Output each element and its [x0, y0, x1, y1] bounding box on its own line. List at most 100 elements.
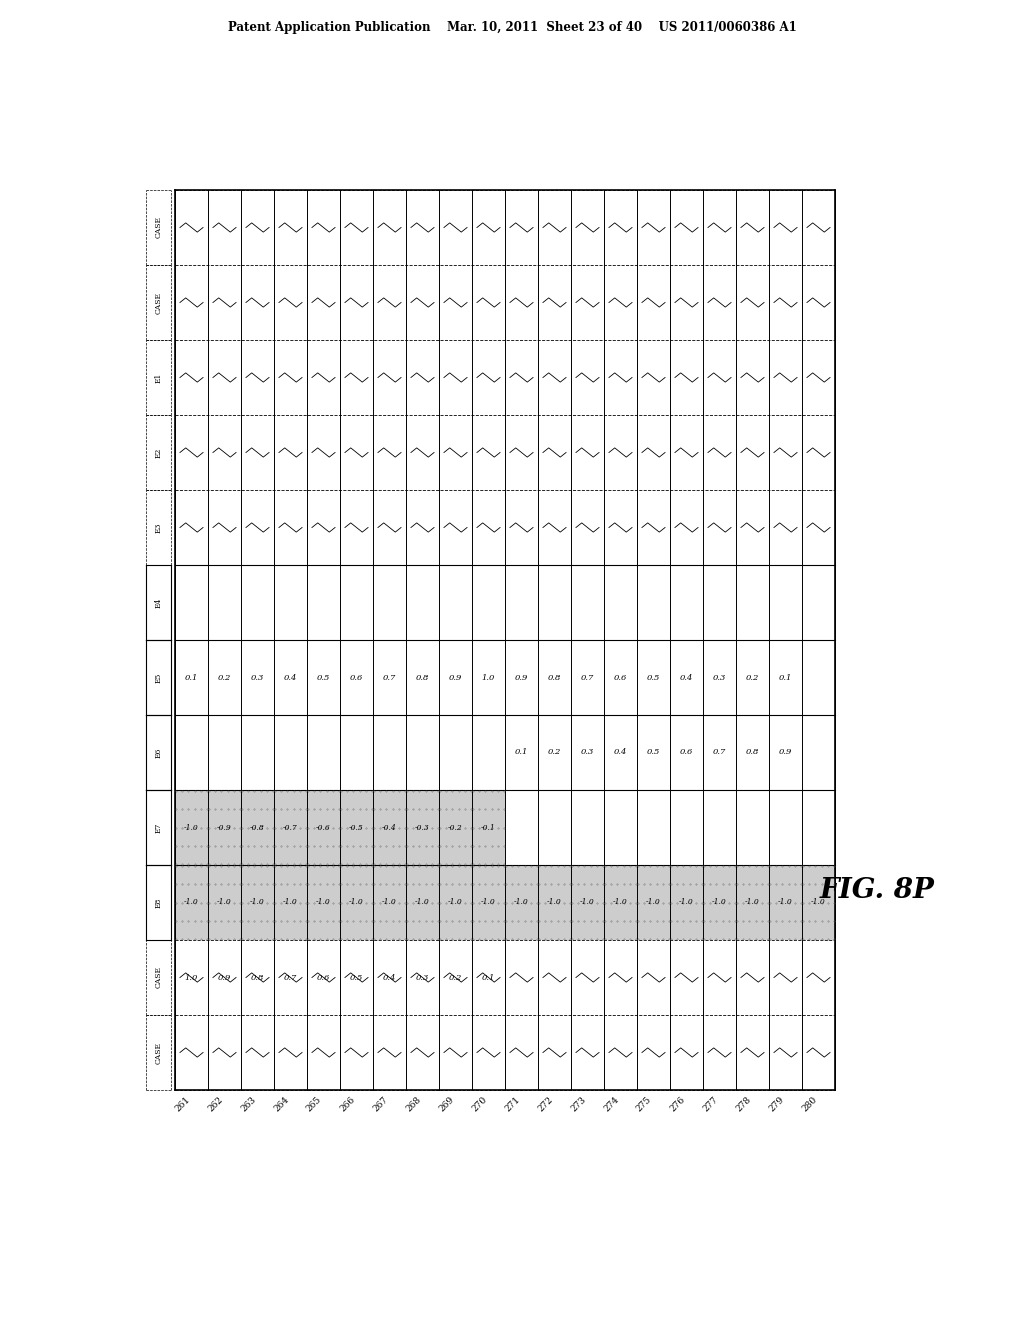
Text: -0.7: -0.7 [283, 824, 298, 832]
Text: E1: E1 [155, 372, 163, 383]
Bar [406, 865, 439, 940]
Bar [208, 865, 241, 940]
Text: E8: E8 [155, 898, 163, 908]
Text: -1.0: -1.0 [415, 899, 430, 907]
Bar [274, 789, 307, 865]
Bar [604, 865, 637, 940]
Text: -1.0: -1.0 [712, 899, 727, 907]
Text: -0.8: -0.8 [250, 824, 265, 832]
Text: 267: 267 [371, 1096, 389, 1114]
Bar [373, 865, 406, 940]
Bar [373, 789, 406, 865]
Text: -1.0: -1.0 [613, 899, 628, 907]
Bar [241, 789, 274, 865]
Bar [538, 865, 571, 940]
Text: -1.0: -1.0 [514, 899, 528, 907]
Text: 0.6: 0.6 [316, 974, 330, 982]
Text: 279: 279 [767, 1096, 785, 1114]
Text: 271: 271 [503, 1096, 521, 1114]
Text: -0.3: -0.3 [415, 824, 430, 832]
Text: 0.9: 0.9 [218, 974, 231, 982]
Bar [406, 789, 439, 865]
Text: -1.0: -1.0 [283, 899, 298, 907]
Text: -0.1: -0.1 [481, 824, 496, 832]
Text: E2: E2 [155, 447, 163, 458]
Text: 0.4: 0.4 [383, 974, 396, 982]
Text: 0.2: 0.2 [548, 748, 561, 756]
Text: 0.2: 0.2 [218, 673, 231, 681]
Text: -1.0: -1.0 [811, 899, 826, 907]
Text: 272: 272 [537, 1096, 555, 1113]
Text: 0.1: 0.1 [779, 673, 793, 681]
Text: 270: 270 [470, 1096, 488, 1114]
Text: 0.8: 0.8 [548, 673, 561, 681]
Text: 276: 276 [668, 1096, 686, 1114]
Text: 273: 273 [569, 1096, 588, 1113]
Text: 0.3: 0.3 [416, 974, 429, 982]
Text: 0.5: 0.5 [647, 748, 660, 756]
Text: E4: E4 [155, 598, 163, 607]
Bar [439, 789, 472, 865]
Bar [274, 865, 307, 940]
Text: CASE: CASE [155, 216, 163, 239]
Bar [208, 789, 241, 865]
Text: -1.0: -1.0 [547, 899, 562, 907]
Bar [736, 865, 769, 940]
Text: 1.0: 1.0 [184, 974, 199, 982]
Text: 0.1: 0.1 [515, 748, 528, 756]
Text: 0.5: 0.5 [647, 673, 660, 681]
Text: 274: 274 [602, 1096, 621, 1114]
Bar [340, 865, 373, 940]
Bar [175, 865, 208, 940]
Text: 0.8: 0.8 [745, 748, 759, 756]
Text: 0.8: 0.8 [416, 673, 429, 681]
Text: 264: 264 [272, 1096, 291, 1114]
Text: -0.9: -0.9 [217, 824, 231, 832]
Text: 262: 262 [206, 1096, 224, 1113]
Text: 0.7: 0.7 [284, 974, 297, 982]
Bar [472, 789, 505, 865]
Text: -0.6: -0.6 [316, 824, 331, 832]
Text: 0.5: 0.5 [316, 673, 330, 681]
Text: Patent Application Publication    Mar. 10, 2011  Sheet 23 of 40    US 2011/00603: Patent Application Publication Mar. 10, … [227, 21, 797, 34]
Text: 0.5: 0.5 [350, 974, 364, 982]
Text: 0.7: 0.7 [713, 748, 726, 756]
Text: 0.9: 0.9 [515, 673, 528, 681]
Text: 280: 280 [800, 1096, 818, 1114]
Text: -1.0: -1.0 [449, 899, 463, 907]
Bar [571, 865, 604, 940]
Bar [703, 865, 736, 940]
Text: E5: E5 [155, 672, 163, 682]
Text: 0.6: 0.6 [350, 673, 364, 681]
Text: 0.3: 0.3 [713, 673, 726, 681]
Bar [175, 789, 208, 865]
Text: -1.0: -1.0 [250, 899, 265, 907]
Text: CASE: CASE [155, 1041, 163, 1064]
Text: 0.2: 0.2 [449, 974, 462, 982]
Text: CASE: CASE [155, 966, 163, 989]
Text: 1.0: 1.0 [482, 673, 496, 681]
Text: -1.0: -1.0 [646, 899, 660, 907]
Bar [802, 865, 835, 940]
Bar [505, 865, 538, 940]
Text: -1.0: -1.0 [481, 899, 496, 907]
Text: 0.3: 0.3 [251, 673, 264, 681]
Text: -1.0: -1.0 [382, 899, 397, 907]
Text: 0.3: 0.3 [581, 748, 594, 756]
Text: 266: 266 [338, 1096, 356, 1114]
Text: -1.0: -1.0 [679, 899, 694, 907]
Text: 268: 268 [404, 1096, 423, 1114]
Text: 265: 265 [305, 1096, 324, 1114]
Text: FIG. 8P: FIG. 8P [820, 876, 935, 903]
Text: CASE: CASE [155, 292, 163, 314]
Bar [670, 865, 703, 940]
Text: E6: E6 [155, 747, 163, 758]
Text: -0.5: -0.5 [349, 824, 364, 832]
Text: 0.7: 0.7 [581, 673, 594, 681]
Text: 0.7: 0.7 [383, 673, 396, 681]
Text: -1.0: -1.0 [184, 899, 199, 907]
Text: -1.0: -1.0 [745, 899, 760, 907]
Text: 0.4: 0.4 [680, 673, 693, 681]
Text: 261: 261 [173, 1096, 191, 1114]
Text: -1.0: -1.0 [184, 824, 199, 832]
